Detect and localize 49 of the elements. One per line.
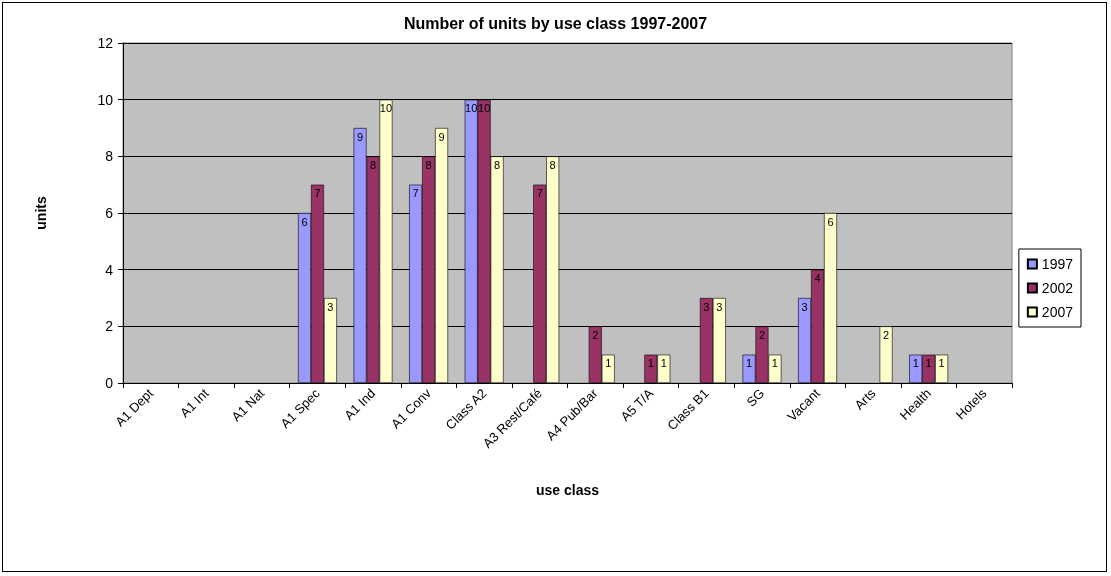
y-tick-label: 0 bbox=[105, 375, 114, 391]
data-label: 10 bbox=[478, 102, 491, 115]
data-label: 1 bbox=[771, 357, 778, 370]
data-label: 10 bbox=[379, 102, 393, 115]
data-label: 7 bbox=[314, 187, 321, 200]
data-label: 1 bbox=[660, 357, 667, 370]
x-tick-label: SG bbox=[743, 385, 768, 410]
y-tick-label: 6 bbox=[105, 205, 114, 221]
data-label: 8 bbox=[549, 158, 556, 171]
data-label: 1 bbox=[925, 357, 932, 370]
data-label: 3 bbox=[801, 300, 808, 313]
x-tick-label: A1 Ind bbox=[341, 385, 379, 423]
data-label: 9 bbox=[357, 130, 364, 143]
y-tick-label: 2 bbox=[105, 318, 114, 335]
data-label: 3 bbox=[716, 300, 723, 313]
legend-label: 2002 bbox=[1041, 280, 1074, 296]
data-label: 6 bbox=[827, 215, 834, 228]
data-label: 2 bbox=[758, 328, 766, 341]
data-label: 1 bbox=[745, 357, 753, 370]
data-label: 3 bbox=[703, 300, 710, 313]
x-tick-label: A1 Int bbox=[177, 385, 212, 421]
data-label: 1 bbox=[938, 357, 945, 370]
data-label: 1 bbox=[605, 357, 612, 370]
x-axis-title: use class bbox=[535, 482, 600, 498]
x-tick-label: A1 Nat bbox=[228, 385, 268, 425]
data-label: 1 bbox=[647, 357, 654, 370]
legend-label: 1997 bbox=[1041, 256, 1074, 272]
data-label: 8 bbox=[425, 158, 432, 171]
chart-title: Number of units by use class 1997-2007 bbox=[403, 14, 708, 32]
y-tick-label: 8 bbox=[105, 148, 114, 165]
legend-label: 2007 bbox=[1041, 304, 1074, 320]
x-tick-label: A5 T/A bbox=[617, 385, 657, 425]
data-label: 4 bbox=[814, 272, 821, 285]
data-label: 7 bbox=[412, 187, 419, 200]
data-label: 7 bbox=[536, 187, 543, 200]
data-label: 3 bbox=[327, 300, 334, 313]
data-label: 2 bbox=[883, 328, 890, 341]
data-label: 8 bbox=[494, 158, 501, 171]
data-label: 1 bbox=[912, 357, 919, 370]
data-label: 10 bbox=[465, 102, 478, 115]
y-tick-label: 4 bbox=[105, 261, 114, 278]
x-tick-label: Arts bbox=[851, 385, 879, 413]
y-tick-label: 10 bbox=[97, 91, 114, 108]
data-label: 9 bbox=[438, 130, 445, 143]
y-tick-label: 12 bbox=[97, 35, 114, 51]
data-label: 8 bbox=[369, 158, 377, 171]
data-label: 2 bbox=[592, 328, 599, 341]
data-label: 6 bbox=[301, 215, 308, 228]
y-axis-title: units bbox=[33, 196, 49, 230]
